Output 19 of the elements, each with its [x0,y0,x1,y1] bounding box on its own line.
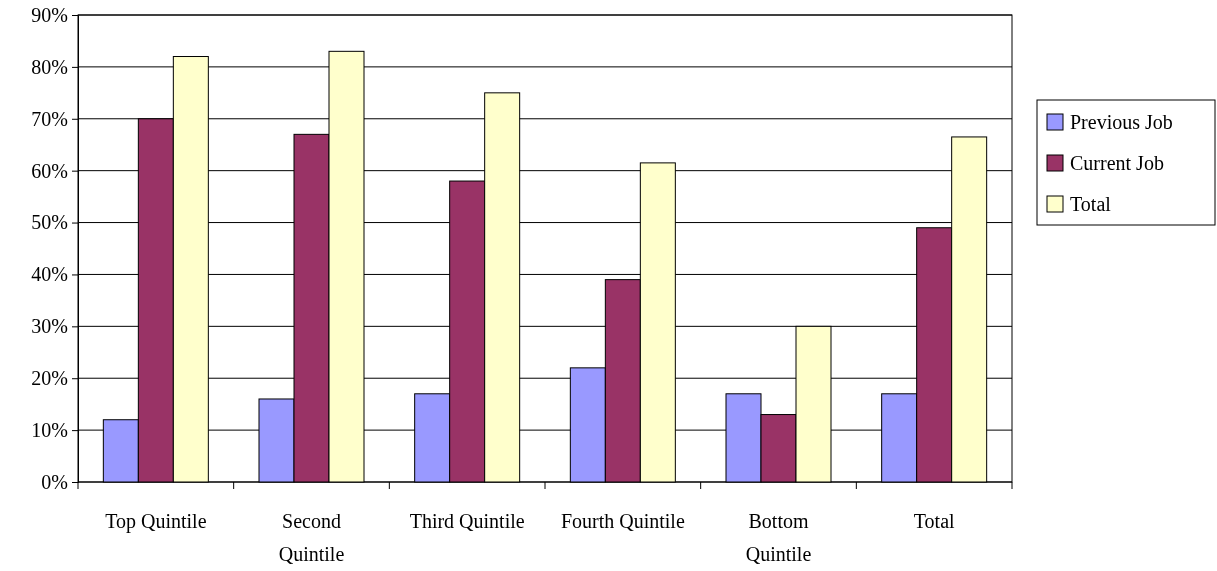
legend-label: Previous Job [1070,111,1173,133]
x-tick-label: Top Quintile [105,510,207,533]
x-tick-label: Bottom Quintile [745,510,812,565]
y-tick-label: 70% [31,107,68,130]
y-tick-label: 10% [31,419,68,442]
y-tick-label: 80% [31,55,68,78]
legend-label: Total [1070,193,1112,215]
legend-label: Current Job [1070,152,1164,174]
y-tick-label: 30% [31,315,68,338]
x-tick-label: Second Quintile [278,510,345,565]
y-tick-label: 50% [31,211,68,234]
y-tick-label: 90% [31,3,68,26]
x-tick-label: Fourth Quintile [560,510,685,532]
x-tick-label: Third Quintile [409,510,525,532]
y-tick-label: 40% [31,263,68,286]
y-tick-label: 60% [31,159,68,182]
x-tick-label: Total [913,510,956,532]
y-tick-label: 0% [41,470,68,493]
y-tick-label: 20% [31,367,68,390]
